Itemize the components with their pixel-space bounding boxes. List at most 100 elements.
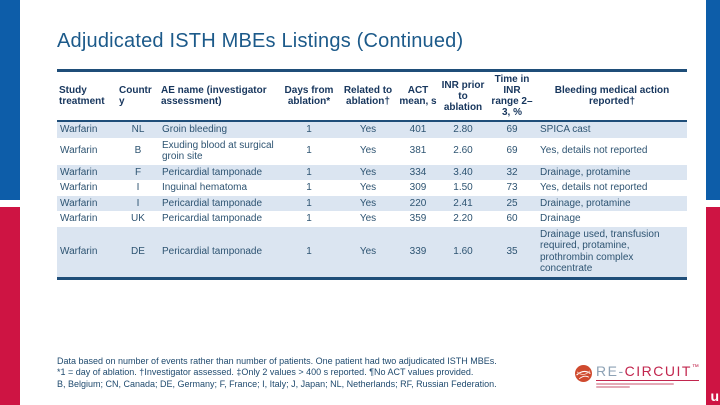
table-cell: Pericardial tamponade (159, 164, 279, 180)
column-header: Country (117, 70, 159, 122)
mbe-table-container: Study treatment Country AE name (investiga… (57, 69, 687, 280)
left-accent-bar (0, 0, 20, 405)
table-cell: 1 (279, 164, 339, 180)
mbe-table: Study treatment Country AE name (investiga… (57, 69, 687, 280)
right-accent-bar-blue (706, 0, 720, 200)
table-cell: Yes (339, 226, 397, 278)
table-row: Warfarin I Inguinal hematoma 1 Yes 309 1.50 73 Y… (57, 180, 687, 196)
logo-tagline (596, 383, 699, 388)
column-header: Bleeding medical action reported† (537, 70, 687, 122)
table-cell: UK (131, 213, 145, 224)
table-cell: I (117, 195, 159, 211)
table-cell: 2.60 (453, 145, 473, 157)
recircuit-wordmark: RE-CIRCUIT™ (596, 364, 699, 388)
table-cell: 1 (279, 121, 339, 138)
table-row: Warfarin DE Pericardial tamponade 1 Yes 339 1.… (57, 226, 687, 278)
table-cell: 1 (306, 213, 312, 224)
brand-mark-u: u (710, 388, 719, 404)
table-row: Warfarin I Pericardial tamponade 1 Yes 220 2.4… (57, 195, 687, 211)
table-cell: 2.41 (439, 195, 487, 211)
table-cell: Warfarin (60, 182, 98, 193)
logo-name: CIRCUIT (624, 363, 692, 379)
column-header: INR prior to ablation (439, 70, 487, 122)
table-cell: 32 (487, 164, 537, 180)
recircuit-swirl-icon (575, 365, 592, 382)
table-cell: Exuding blood at surgical groin site (162, 139, 274, 163)
table-cell: 1 (306, 182, 312, 193)
table-cell: 1 (279, 195, 339, 211)
table-cell: 220 (397, 195, 439, 211)
footnote-line: *1 = day of ablation. †Investigator asse… (57, 367, 474, 378)
column-header: Time in INR range 2–3, % (487, 70, 537, 122)
mbe-table-body: Warfarin NL Groin bleeding 1 Yes 401 2.80 69 SPI… (57, 121, 687, 278)
table-cell: 1 (306, 145, 312, 157)
footnotes: Data based on number of events rather th… (57, 356, 617, 390)
right-accent-bar (706, 0, 720, 405)
table-row: Warfarin B Exuding blood at surgical groin… (57, 138, 687, 165)
table-cell: F (117, 164, 159, 180)
table-cell: 60 (506, 213, 518, 224)
table-cell: Yes (339, 121, 397, 138)
table-cell: 1.60 (439, 226, 487, 278)
logo-prefix: RE- (596, 363, 625, 379)
table-cell: NL (117, 121, 159, 138)
table-cell: Pericardial tamponade (159, 226, 279, 278)
table-cell: Yes, details not reported (540, 145, 648, 157)
table-row: Warfarin NL Groin bleeding 1 Yes 401 2.80 69 SPI… (57, 121, 687, 138)
table-cell: 2.20 (453, 213, 473, 224)
table-cell: 35 (487, 226, 537, 278)
trademark-symbol: ™ (691, 364, 699, 371)
table-cell: 1.50 (453, 182, 473, 193)
table-row: Warfarin UK Pericardial tamponade 1 Yes 359 2.… (57, 211, 687, 227)
table-cell: 69 (487, 121, 537, 138)
table-cell: Drainage used, transfusion required, pro… (537, 226, 687, 278)
table-cell: Warfarin (57, 121, 117, 138)
table-row: Warfarin F Pericardial tamponade 1 Yes 334 3.4… (57, 164, 687, 180)
table-cell: 1 (279, 226, 339, 278)
column-header: Related to ablation† (339, 70, 397, 122)
table-cell: Drainage, protamine (537, 195, 687, 211)
left-accent-bar-blue (0, 0, 20, 200)
table-cell: Yes (359, 213, 377, 224)
table-cell: Inguinal hematoma (162, 182, 248, 193)
header-row: Study treatment Country AE name (investiga… (57, 70, 687, 122)
table-cell: Warfarin (60, 145, 98, 157)
table-cell: Yes (339, 164, 397, 180)
footnote-line: Data based on number of events rather th… (57, 356, 497, 366)
table-cell: Warfarin (57, 164, 117, 180)
table-cell: Yes (359, 145, 377, 157)
left-accent-bar-gap (0, 200, 20, 207)
table-cell: Pericardial tamponade (162, 213, 263, 224)
table-cell: Yes (339, 195, 397, 211)
column-header: Days from ablation* (279, 70, 339, 122)
table-cell: 73 (506, 182, 518, 193)
table-cell: 69 (506, 145, 518, 157)
table-cell: B (134, 145, 142, 157)
table-cell: Drainage, protamine (537, 164, 687, 180)
table-cell: 381 (409, 145, 427, 157)
table-cell: DE (117, 226, 159, 278)
table-cell: Drainage (540, 213, 581, 224)
table-cell: 309 (409, 182, 427, 193)
right-accent-bar-red (706, 207, 720, 405)
table-cell: I (136, 182, 140, 193)
table-cell: Warfarin (60, 213, 98, 224)
table-cell: Yes (359, 182, 377, 193)
recircuit-logo: RE-CIRCUIT™ (575, 364, 699, 388)
column-header: AE name (investigator assessment) (159, 70, 279, 122)
column-header: Study treatment (57, 70, 117, 122)
slide-title: Adjudicated ISTH MBEs Listings (Continue… (57, 30, 464, 52)
table-cell: 3.40 (439, 164, 487, 180)
table-cell: 401 (397, 121, 439, 138)
right-accent-bar-gap (706, 200, 720, 207)
table-cell: Warfarin (57, 226, 117, 278)
column-header: ACT mean, s (397, 70, 439, 122)
table-cell: SPICA cast (537, 121, 687, 138)
left-accent-bar-red (0, 207, 20, 405)
table-cell: 359 (409, 213, 427, 224)
table-cell: 2.80 (439, 121, 487, 138)
mbe-table-head: Study treatment Country AE name (investiga… (57, 70, 687, 122)
table-cell: Pericardial tamponade (159, 195, 279, 211)
table-cell: Yes, details not reported (540, 182, 648, 193)
